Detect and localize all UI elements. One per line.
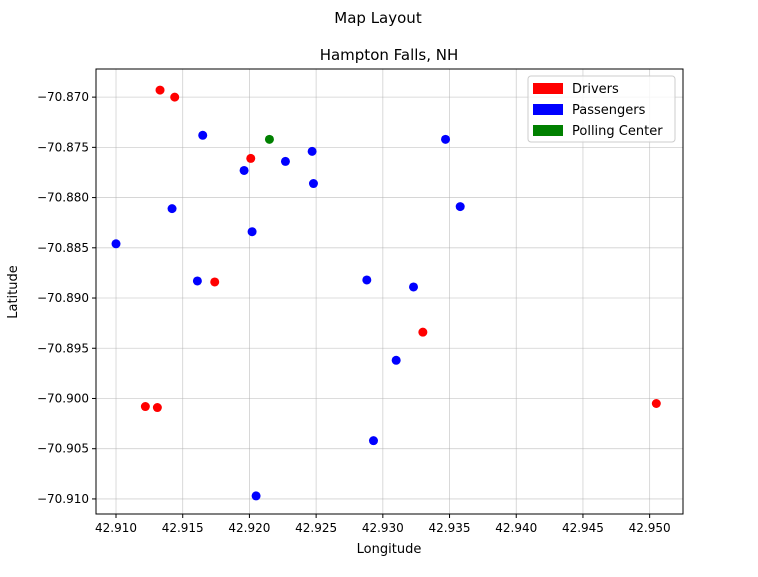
x-axis-ticks: 42.910 42.915 42.920 42.925 42.930 42.935 42.9… bbox=[95, 514, 671, 535]
y-axis-label: Latitude bbox=[6, 265, 21, 319]
y-tick-label: −70.880 bbox=[37, 191, 89, 205]
point-passengers bbox=[307, 146, 317, 156]
y-tick-label: −70.870 bbox=[37, 90, 89, 104]
point-drivers bbox=[152, 403, 162, 413]
y-tick-label: −70.875 bbox=[37, 140, 89, 154]
point-passengers bbox=[409, 282, 419, 292]
legend: Drivers Passengers Polling Center bbox=[527, 75, 676, 143]
point-passengers bbox=[368, 436, 378, 446]
x-tick-label: 42.945 bbox=[562, 521, 604, 535]
x-tick-label: 42.950 bbox=[629, 521, 671, 535]
y-tick-label: −70.910 bbox=[37, 492, 89, 506]
x-tick-label: 42.935 bbox=[429, 521, 471, 535]
legend-label-passengers: Passengers bbox=[572, 103, 646, 118]
data-points bbox=[111, 85, 661, 501]
point-passengers bbox=[391, 355, 401, 365]
x-tick-label: 42.925 bbox=[295, 521, 337, 535]
point-passengers bbox=[455, 202, 465, 212]
y-tick-label: −70.885 bbox=[37, 241, 89, 255]
point-passengers bbox=[362, 275, 372, 285]
point-passengers bbox=[441, 134, 451, 144]
point-passengers bbox=[111, 239, 121, 249]
point-drivers bbox=[246, 153, 256, 163]
legend-swatch-passengers bbox=[533, 104, 563, 115]
x-axis-label: Longitude bbox=[357, 542, 422, 557]
x-tick-label: 42.920 bbox=[228, 521, 270, 535]
legend-swatch-drivers bbox=[533, 83, 563, 94]
legend-label-polling-center: Polling Center bbox=[572, 124, 663, 139]
y-tick-label: −70.895 bbox=[37, 341, 89, 355]
y-tick-label: −70.905 bbox=[37, 442, 89, 456]
point-passengers bbox=[247, 227, 257, 237]
chart-suptitle: Map Layout bbox=[334, 9, 422, 27]
point-drivers bbox=[155, 85, 165, 95]
legend-label-drivers: Drivers bbox=[572, 82, 619, 97]
point-passengers bbox=[192, 276, 202, 286]
x-tick-label: 42.915 bbox=[162, 521, 204, 535]
y-tick-label: −70.900 bbox=[37, 391, 89, 405]
point-passengers bbox=[198, 130, 208, 140]
x-tick-label: 42.910 bbox=[95, 521, 137, 535]
point-passengers bbox=[308, 179, 318, 189]
y-axis-ticks: −70.870 −70.875 −70.880 −70.885 −70.890 −70.8… bbox=[37, 90, 96, 506]
legend-swatch-polling-center bbox=[533, 125, 563, 136]
point-passengers bbox=[239, 165, 249, 175]
point-passengers bbox=[251, 491, 261, 501]
x-tick-label: 42.940 bbox=[495, 521, 537, 535]
point-passengers bbox=[167, 204, 177, 214]
point-drivers bbox=[418, 327, 428, 337]
point-polling-center bbox=[264, 134, 274, 144]
point-drivers bbox=[210, 277, 220, 287]
chart-title: Hampton Falls, NH bbox=[320, 46, 459, 64]
y-tick-label: −70.890 bbox=[37, 291, 89, 305]
x-tick-label: 42.930 bbox=[362, 521, 404, 535]
point-passengers bbox=[280, 156, 290, 166]
plot-frame bbox=[95, 68, 684, 515]
legend-box bbox=[527, 75, 676, 143]
point-drivers bbox=[651, 399, 661, 409]
point-drivers bbox=[170, 92, 180, 102]
point-drivers bbox=[140, 402, 150, 412]
